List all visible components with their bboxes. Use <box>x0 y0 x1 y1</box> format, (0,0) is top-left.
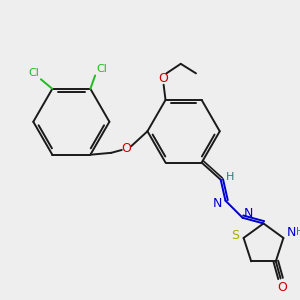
Text: H: H <box>226 172 234 182</box>
Text: H: H <box>296 227 300 237</box>
Text: N: N <box>286 226 296 239</box>
Text: O: O <box>278 280 287 293</box>
Text: O: O <box>122 142 131 154</box>
Text: S: S <box>231 229 239 242</box>
Text: N: N <box>213 197 223 210</box>
Text: Cl: Cl <box>96 64 107 74</box>
Text: Cl: Cl <box>29 68 40 78</box>
Text: N: N <box>244 208 253 220</box>
Text: O: O <box>159 72 169 85</box>
